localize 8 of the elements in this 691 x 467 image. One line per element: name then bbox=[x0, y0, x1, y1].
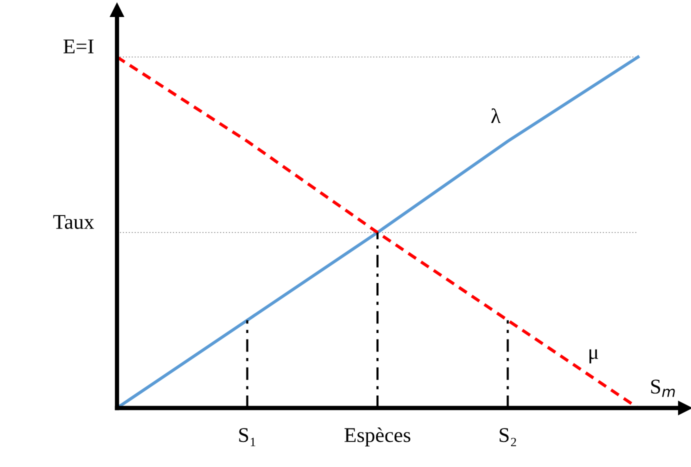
series-label: μ bbox=[589, 349, 598, 364]
x-tick-label: S₂ bbox=[500, 428, 516, 446]
series-label: λ bbox=[491, 108, 501, 124]
x-tick-label: Espèces bbox=[344, 427, 410, 446]
ref-line-label: E=I bbox=[63, 40, 94, 54]
x-tick-label: S₁ bbox=[239, 428, 256, 446]
ref-line-label: Taux bbox=[53, 215, 94, 229]
x-axis-title: S$_{m}$ bbox=[651, 380, 675, 397]
